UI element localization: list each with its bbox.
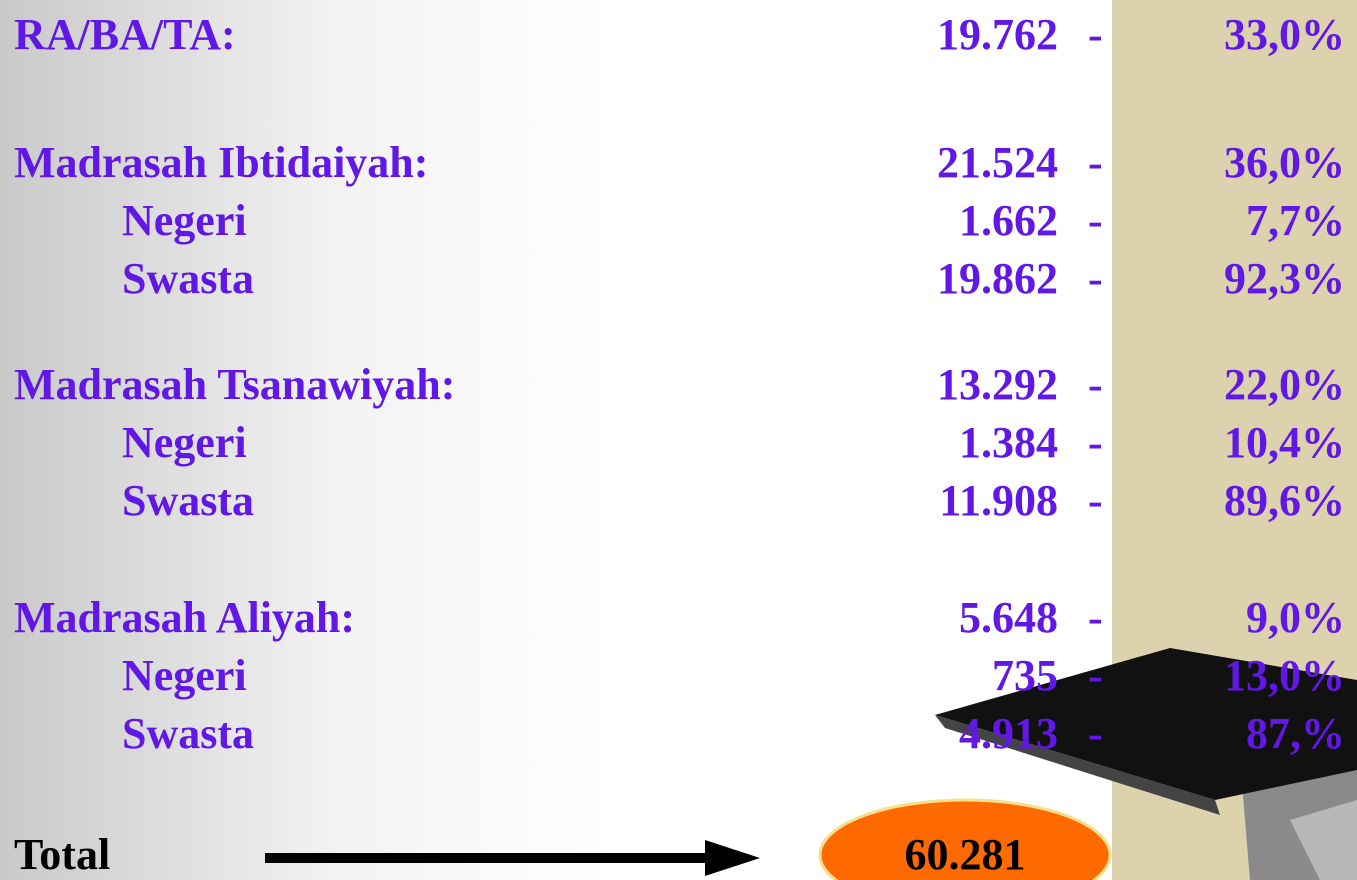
row-number: 19.762 [937, 10, 1058, 59]
row-separator: - [1088, 476, 1103, 525]
row-number: 1.384 [959, 418, 1058, 467]
row-separator: - [1088, 360, 1103, 409]
row-separator: - [1088, 254, 1103, 303]
row-percent: 10,4% [1224, 418, 1345, 467]
row-separator: - [1088, 593, 1103, 642]
row-label: Negeri [122, 651, 247, 700]
row-number: 735 [992, 651, 1058, 700]
row-percent: 36,0% [1224, 138, 1345, 187]
row-separator: - [1088, 418, 1103, 467]
row-label: Swasta [122, 254, 255, 303]
row-label: Madrasah Ibtidaiyah: [14, 138, 429, 187]
row-percent: 13,0% [1224, 651, 1345, 700]
row-separator: - [1088, 709, 1103, 758]
total-label: Total [14, 830, 111, 879]
mortarboard [935, 648, 1357, 800]
row-percent: 87,% [1246, 709, 1345, 758]
total-value: 60.281 [904, 830, 1026, 879]
row-label: Madrasah Tsanawiyah: [14, 360, 456, 409]
mortarboard-edge [935, 715, 1220, 815]
row-label: Swasta [122, 476, 255, 525]
cap-body-light [1290, 800, 1357, 880]
row-separator: - [1088, 651, 1103, 700]
row-percent: 22,0% [1224, 360, 1345, 409]
row-percent: 89,6% [1224, 476, 1345, 525]
row-label: Negeri [122, 418, 247, 467]
row-separator: - [1088, 10, 1103, 59]
row-label: Negeri [122, 196, 247, 245]
row-number: 1.662 [959, 196, 1058, 245]
row-number: 19.862 [937, 254, 1058, 303]
row-percent: 92,3% [1224, 254, 1345, 303]
arrow-head [705, 840, 760, 876]
row-label: Madrasah Aliyah: [14, 593, 356, 642]
row-number: 21.524 [937, 138, 1058, 187]
total-ellipse [818, 798, 1112, 880]
row-separator: - [1088, 138, 1103, 187]
row-label: Swasta [122, 709, 255, 758]
row-percent: 33,0% [1224, 10, 1345, 59]
row-percent: 9,0% [1246, 593, 1345, 642]
row-number: 11.908 [939, 476, 1058, 525]
row-percent: 7,7% [1246, 196, 1345, 245]
row-number: 4.913 [959, 709, 1058, 758]
row-number: 13.292 [937, 360, 1058, 409]
row-separator: - [1088, 196, 1103, 245]
row-label: RA/BA/TA: [14, 10, 236, 59]
row-number: 5.648 [959, 593, 1058, 642]
